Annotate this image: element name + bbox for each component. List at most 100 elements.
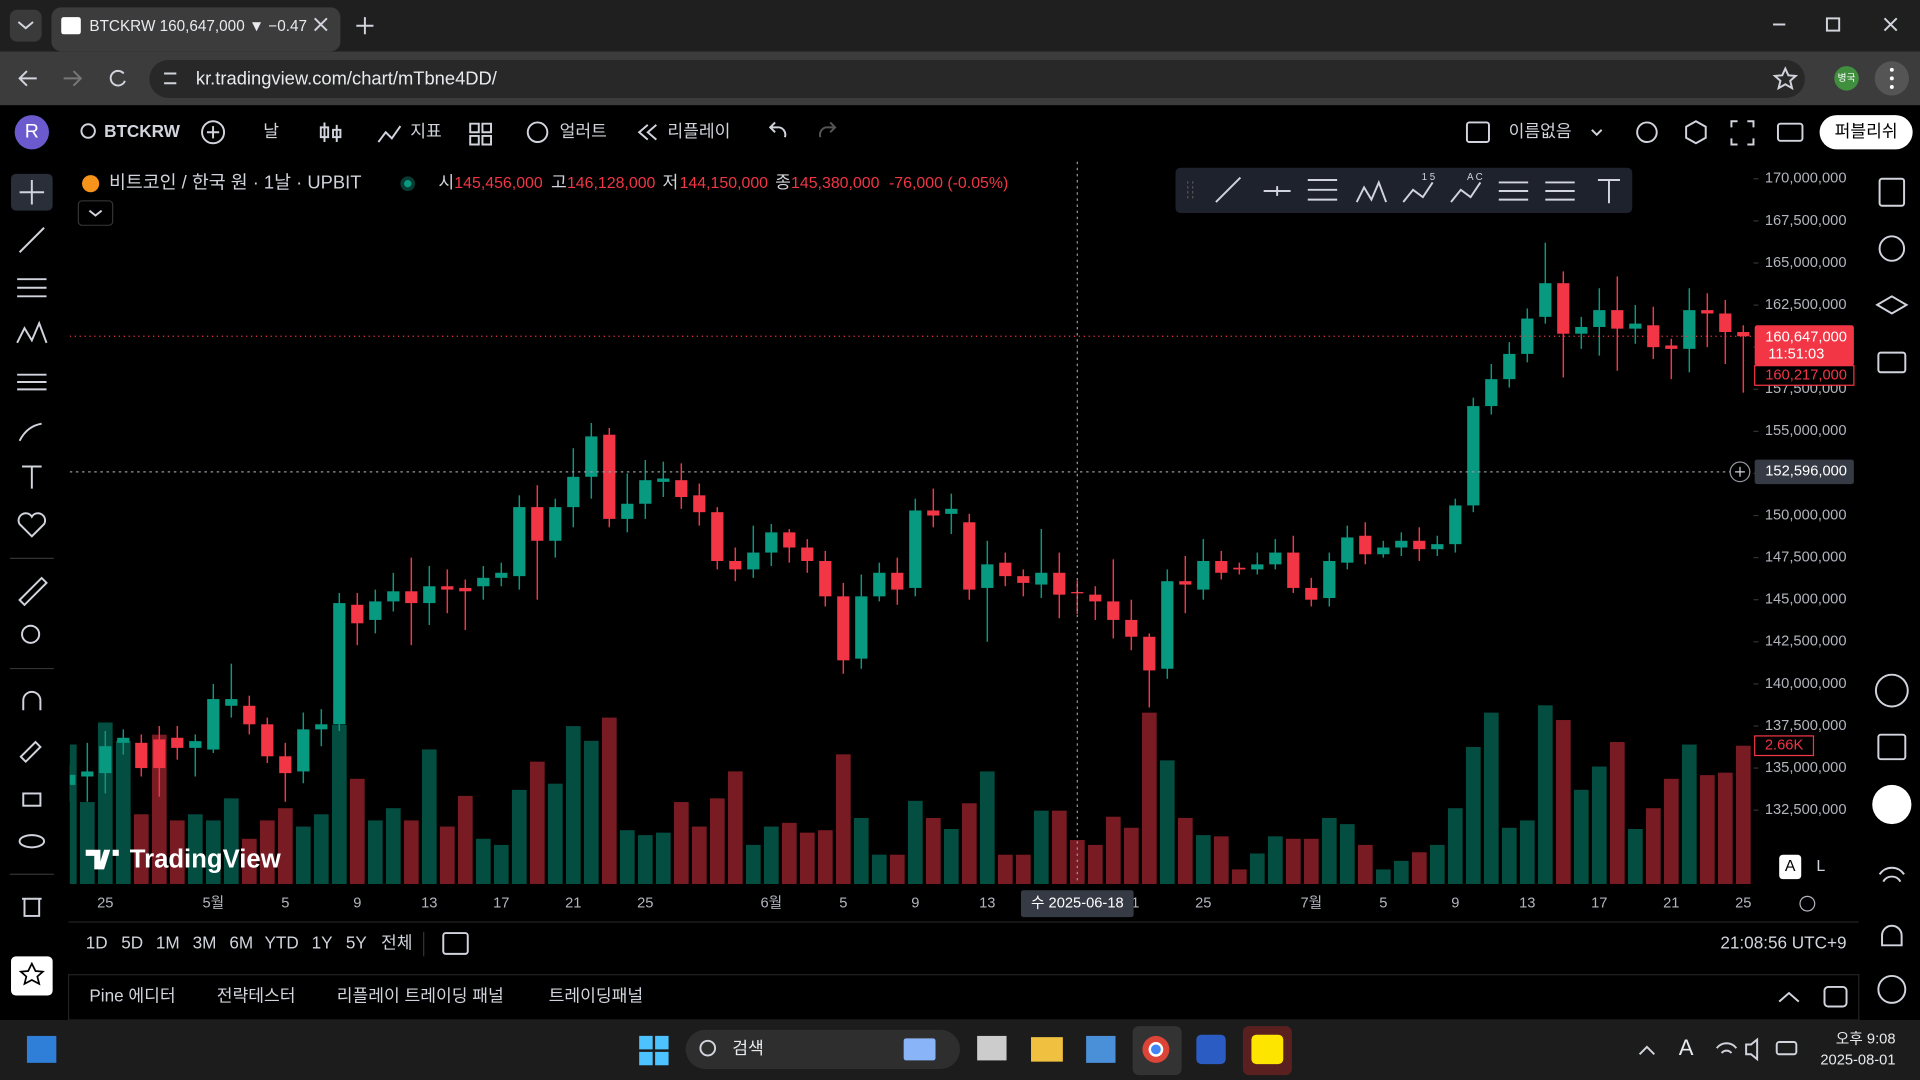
maximize-panel[interactable] bbox=[1823, 985, 1848, 1008]
range-button[interactable]: 1Y bbox=[312, 933, 334, 953]
wifi[interactable] bbox=[1715, 1042, 1738, 1054]
hide-tool[interactable] bbox=[18, 834, 46, 849]
trend-line[interactable] bbox=[1215, 176, 1242, 203]
tray-expand[interactable] bbox=[1638, 1045, 1655, 1055]
range-button[interactable]: 5Y bbox=[346, 933, 368, 953]
alerts-panel[interactable] bbox=[1878, 235, 1906, 262]
battery[interactable] bbox=[1775, 1041, 1798, 1056]
watchlist[interactable] bbox=[1878, 177, 1906, 207]
lock-tool[interactable] bbox=[22, 792, 42, 807]
xabcd-pattern[interactable] bbox=[1355, 179, 1388, 203]
measure-tool[interactable] bbox=[18, 576, 48, 607]
legend-collapse[interactable] bbox=[77, 200, 114, 226]
compare-button[interactable] bbox=[201, 120, 226, 145]
file-explorer[interactable] bbox=[1031, 1037, 1063, 1062]
layout-name[interactable]: 이름없음 bbox=[1509, 121, 1572, 141]
magnet-tool[interactable] bbox=[22, 690, 42, 711]
settings[interactable] bbox=[1685, 120, 1707, 145]
restore[interactable] bbox=[1825, 17, 1841, 32]
alerts[interactable]: 얼러트 bbox=[560, 121, 607, 141]
drag-handle[interactable] bbox=[1187, 181, 1194, 201]
range-button[interactable]: YTD bbox=[265, 933, 299, 953]
undo[interactable] bbox=[768, 121, 787, 138]
templates-button[interactable] bbox=[469, 122, 492, 146]
back[interactable] bbox=[18, 70, 37, 87]
parallel-channel[interactable] bbox=[1307, 179, 1338, 201]
x-tick-label: 5월 bbox=[202, 895, 224, 912]
fib-extension[interactable] bbox=[1545, 181, 1575, 201]
chats[interactable] bbox=[1877, 351, 1907, 374]
fib-retracement[interactable] bbox=[1498, 181, 1529, 201]
streams[interactable] bbox=[1878, 866, 1905, 883]
tab-menu-button[interactable] bbox=[9, 9, 42, 42]
forecast-tool[interactable] bbox=[17, 373, 47, 391]
bookmark[interactable] bbox=[1772, 66, 1799, 91]
panel-tab[interactable]: 리플레이 트레이딩 패널 bbox=[337, 985, 504, 1005]
pattern-tool[interactable] bbox=[16, 320, 48, 344]
close-window[interactable] bbox=[1883, 17, 1898, 32]
icon-tool[interactable] bbox=[17, 512, 47, 538]
horizontal-ray[interactable] bbox=[1263, 186, 1291, 196]
fib-tool[interactable] bbox=[17, 278, 47, 298]
layout-menu[interactable] bbox=[1591, 129, 1603, 137]
range-button[interactable]: 3M bbox=[193, 933, 217, 953]
expand-panel[interactable] bbox=[1778, 991, 1800, 1003]
abc-pattern[interactable] bbox=[1450, 181, 1482, 203]
range-button[interactable]: 1D bbox=[86, 933, 108, 953]
site-info[interactable] bbox=[164, 72, 177, 85]
volume-bar bbox=[403, 820, 419, 885]
avatar[interactable] bbox=[14, 115, 49, 150]
ime-indicator[interactable]: A bbox=[1679, 1035, 1694, 1060]
help[interactable] bbox=[1877, 974, 1907, 1004]
new-tab[interactable] bbox=[356, 17, 374, 35]
cursor-tool[interactable] bbox=[19, 180, 45, 205]
panel-tab[interactable]: Pine 에디터 bbox=[89, 985, 175, 1005]
delete-tool[interactable] bbox=[22, 897, 42, 917]
range-button[interactable]: 전체 bbox=[381, 933, 413, 953]
zoom-tool[interactable] bbox=[21, 624, 41, 644]
snapshot[interactable] bbox=[1776, 122, 1804, 142]
volume[interactable] bbox=[1745, 1037, 1759, 1062]
axis-settings[interactable] bbox=[1799, 895, 1816, 912]
panel-tab[interactable]: 트레이딩패널 bbox=[549, 985, 644, 1005]
text-tool[interactable] bbox=[22, 465, 42, 489]
replay[interactable]: 리플레이 bbox=[667, 121, 730, 141]
panel-tab[interactable]: 전략테스터 bbox=[217, 985, 296, 1005]
profile-badge[interactable] bbox=[1834, 66, 1859, 91]
interval[interactable]: 날 bbox=[263, 121, 279, 141]
range-button[interactable]: 6M bbox=[229, 933, 253, 953]
store[interactable] bbox=[1086, 1035, 1116, 1063]
goto-date[interactable] bbox=[442, 932, 469, 955]
reload[interactable] bbox=[109, 69, 126, 87]
active-tab[interactable] bbox=[51, 7, 341, 52]
widgets[interactable] bbox=[26, 1035, 57, 1063]
stay-drawing[interactable] bbox=[19, 740, 42, 764]
publish-button[interactable] bbox=[1819, 115, 1913, 150]
object-tree[interactable] bbox=[1875, 295, 1909, 315]
range-button[interactable]: 5D bbox=[121, 933, 143, 953]
trend-line-tool[interactable] bbox=[18, 227, 45, 253]
taskbar-search[interactable] bbox=[685, 1029, 960, 1069]
scale-mode-button[interactable] bbox=[1779, 854, 1802, 880]
scale-mode-button[interactable] bbox=[1809, 854, 1832, 880]
chart-type-button[interactable] bbox=[319, 122, 342, 143]
text[interactable] bbox=[1597, 179, 1620, 204]
favorites-button[interactable] bbox=[11, 956, 53, 996]
indicators[interactable]: 지표 bbox=[410, 121, 442, 141]
tab-close[interactable] bbox=[314, 17, 328, 32]
task-view[interactable] bbox=[977, 1035, 1007, 1061]
notifications[interactable] bbox=[1881, 924, 1903, 947]
calendar[interactable] bbox=[1877, 733, 1907, 761]
ideas[interactable] bbox=[1874, 673, 1909, 708]
elliott-wave[interactable] bbox=[1402, 181, 1434, 203]
symbol[interactable]: BTCKRW bbox=[104, 121, 181, 141]
brush-tool[interactable] bbox=[18, 422, 42, 442]
start-button[interactable] bbox=[639, 1035, 669, 1066]
address-bar[interactable] bbox=[149, 60, 1805, 98]
candle-body bbox=[567, 476, 580, 508]
range-button[interactable]: 1M bbox=[156, 933, 180, 953]
products[interactable] bbox=[1872, 784, 1912, 825]
app-icon[interactable] bbox=[1196, 1034, 1226, 1065]
fullscreen[interactable] bbox=[1730, 120, 1755, 146]
quick-search[interactable] bbox=[1636, 121, 1658, 144]
